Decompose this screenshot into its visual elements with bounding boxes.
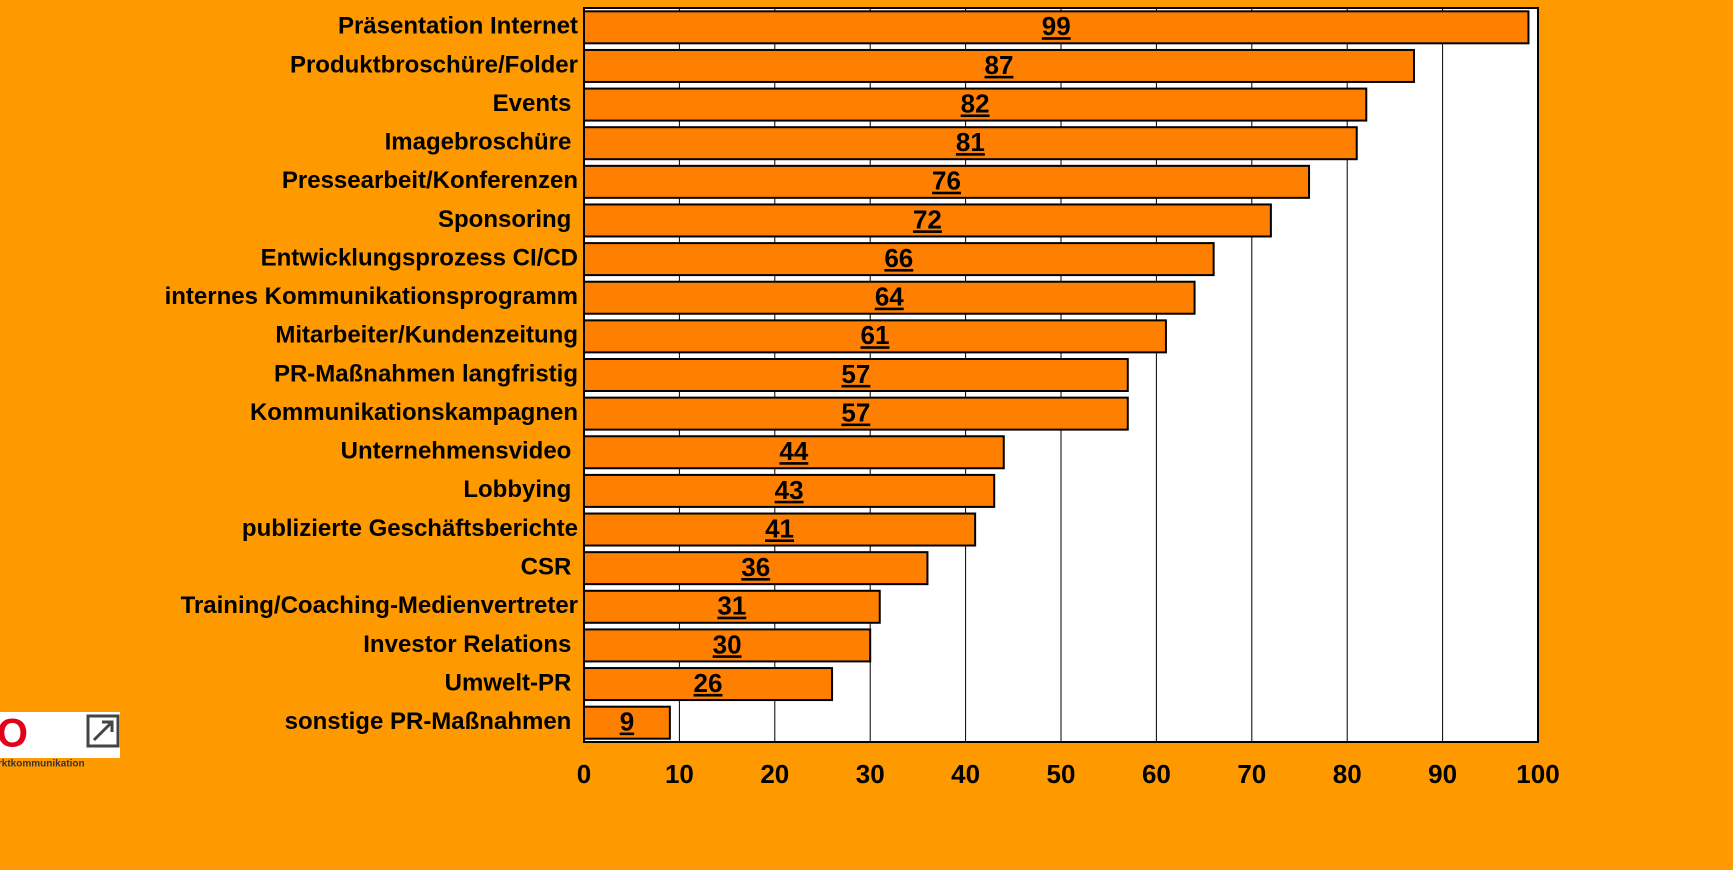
y-tick-label: Events: [493, 90, 578, 117]
y-tick-label: Unternehmensvideo: [341, 438, 578, 465]
x-tick-label: 60: [1142, 759, 1171, 789]
x-tick-label: 20: [760, 759, 789, 789]
bar: [583, 242, 1215, 277]
y-tick-label: Imagebroschüre: [385, 129, 578, 156]
y-tick-label: publizierte Geschäftsberichte: [242, 515, 578, 542]
bar: [583, 358, 1129, 392]
bar: [583, 164, 1311, 199]
bar: [583, 512, 977, 547]
value-label: 44: [779, 436, 808, 466]
y-tick-label: internes Kommunikationsprogramm: [165, 283, 578, 310]
bar: [583, 667, 834, 702]
bar: [583, 203, 1272, 238]
value-label: 66: [884, 243, 913, 273]
value-label: 99: [1042, 11, 1071, 41]
bar: [583, 705, 671, 740]
logo-mark: KO: [0, 712, 34, 756]
bar: [583, 396, 1129, 431]
value-label: 43: [775, 475, 804, 505]
value-label: 82: [961, 88, 990, 118]
value-label: 41: [765, 513, 794, 543]
value-label: 30: [713, 629, 742, 659]
x-tick-label: 50: [1047, 759, 1076, 789]
value-label: 36: [741, 552, 770, 582]
y-tick-label: Sponsoring: [438, 206, 578, 233]
x-tick-label: 100: [1516, 759, 1559, 789]
value-label: 31: [717, 591, 746, 621]
value-label: 57: [841, 398, 870, 428]
logo: KO Marktkommunikation: [0, 712, 120, 770]
y-tick-label: Produktbroschüre/Folder: [290, 51, 578, 78]
value-label: 64: [875, 282, 904, 312]
bar: [583, 589, 881, 624]
x-tick-label: 10: [665, 759, 694, 789]
logo-arrow: [92, 720, 114, 742]
value-label: 72: [913, 204, 942, 234]
value-label: 87: [985, 50, 1014, 80]
bar: [583, 48, 1415, 83]
x-tick-label: 90: [1428, 759, 1457, 789]
value-label: 26: [694, 668, 723, 698]
y-tick-label: Mitarbeiter/Kundenzeitung: [275, 322, 578, 349]
bar: [583, 280, 1196, 315]
x-tick-label: 70: [1237, 759, 1266, 789]
value-label: 81: [956, 127, 985, 157]
bar: [583, 319, 1167, 354]
bar: [583, 435, 1005, 470]
logo-text: Marktkommunikation: [0, 759, 85, 770]
bar: [583, 628, 872, 663]
x-tick-label: 40: [951, 759, 980, 789]
x-tick-label: 0: [577, 759, 591, 789]
y-tick-label: Training/Coaching-Medienvertreter: [181, 592, 578, 619]
y-tick-label: sonstige PR-Maßnahmen: [285, 708, 578, 735]
bar: [583, 473, 996, 508]
y-tick-label: Lobbying: [463, 476, 578, 503]
y-tick-label: CSR: [521, 554, 578, 581]
bar: [583, 10, 1530, 45]
bar: [583, 87, 1368, 122]
y-tick-label: Umwelt-PR: [445, 669, 578, 696]
x-tick-label: 30: [856, 759, 885, 789]
value-label: 61: [861, 320, 890, 350]
bar: [583, 126, 1358, 161]
y-tick-label: Investor Relations: [363, 631, 578, 658]
y-tick-label: Kommunikationskampagnen: [250, 399, 578, 426]
value-label: 57: [841, 359, 870, 389]
value-label: 76: [932, 166, 961, 196]
y-tick-label: Pressearbeit/Konferenzen: [282, 167, 578, 194]
y-tick-label: PR-Maßnahmen langfristig: [274, 360, 578, 387]
y-tick-label: Präsentation Internet: [338, 13, 578, 40]
x-tick-label: 80: [1333, 759, 1362, 789]
bar: [583, 551, 929, 586]
value-label: 9: [620, 707, 634, 737]
y-tick-label: Entwicklungsprozess CI/CD: [261, 244, 578, 271]
